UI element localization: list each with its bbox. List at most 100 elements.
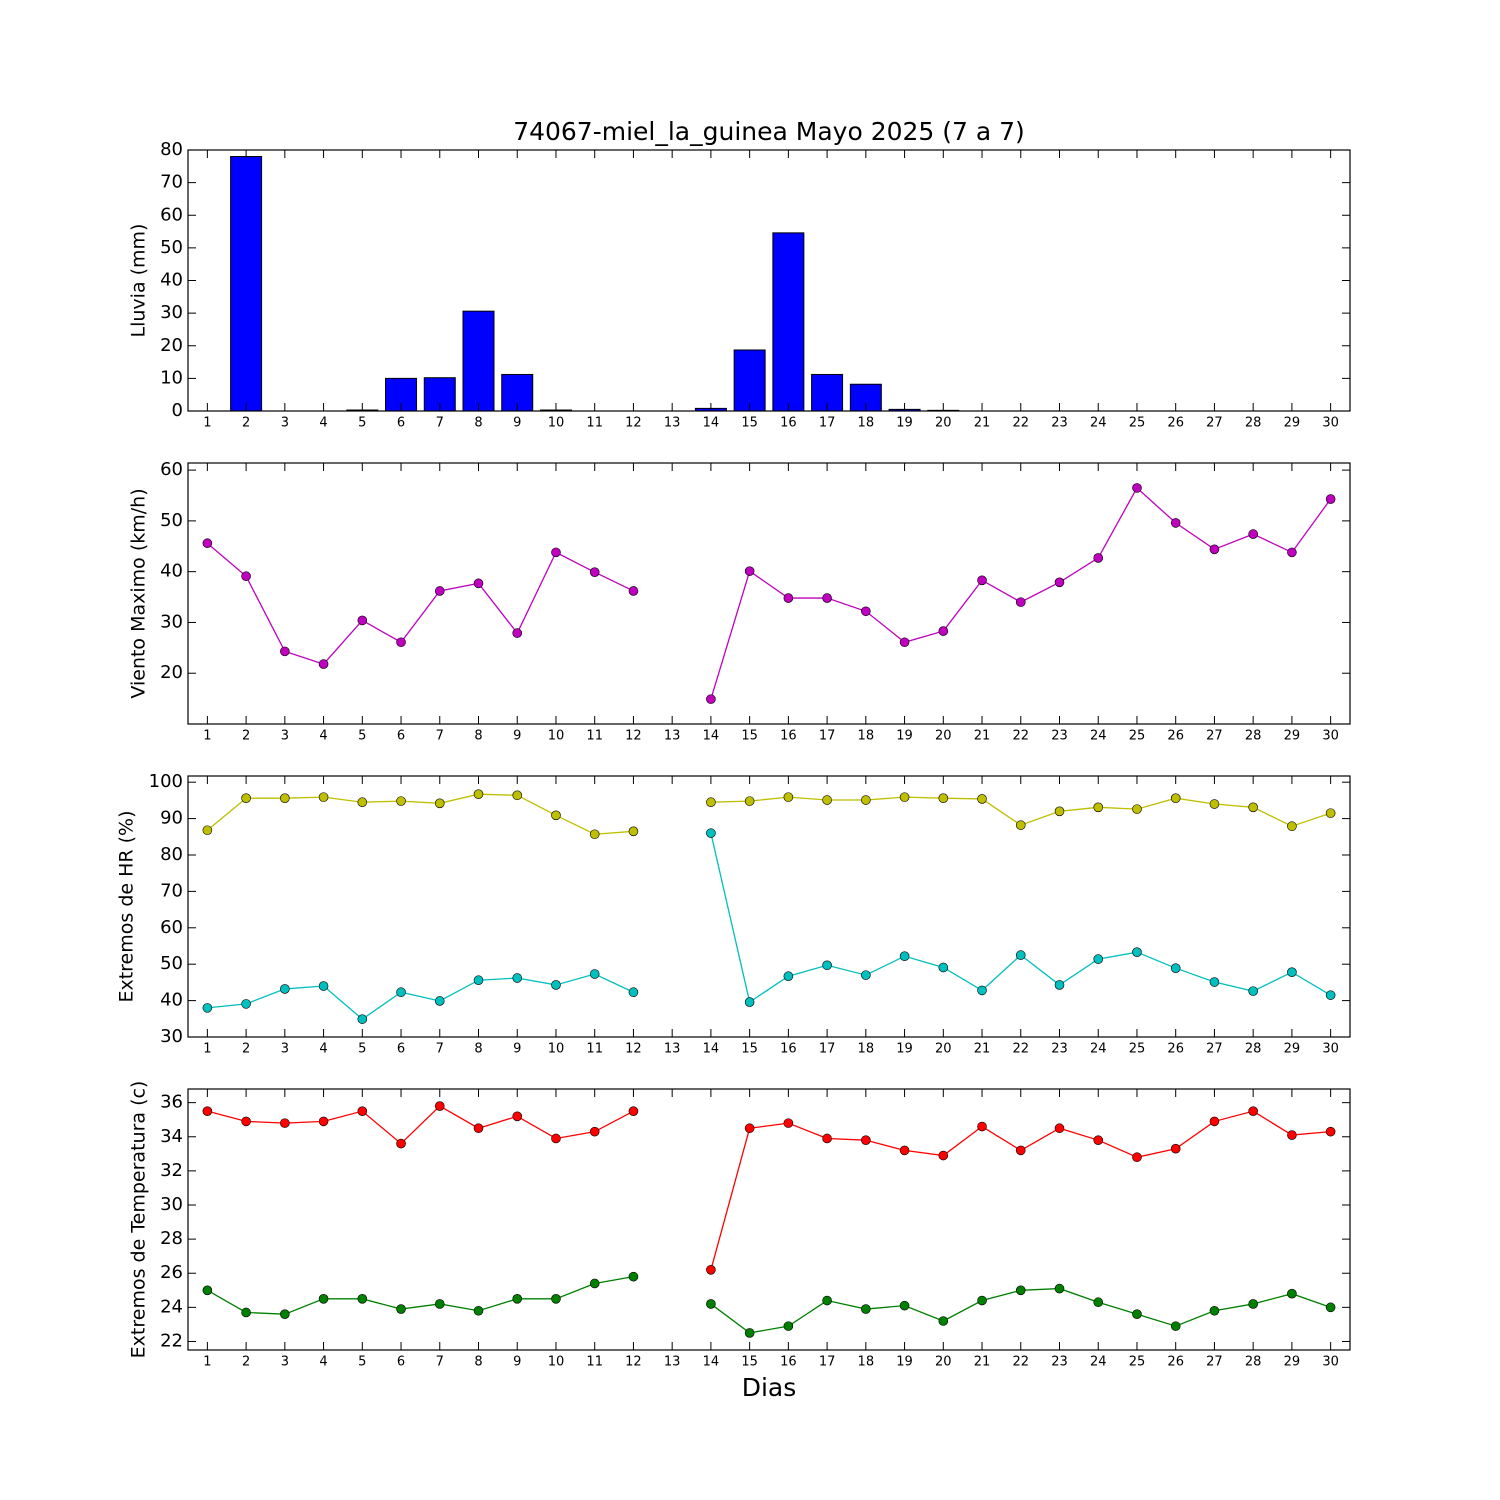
data-point	[551, 547, 561, 558]
data-point	[1015, 820, 1026, 830]
x-tick-label: 20	[935, 416, 952, 431]
data-point	[512, 973, 523, 983]
x-tick-label: 20	[935, 1042, 952, 1057]
y-tick-label: 24	[160, 1296, 183, 1317]
x-tick-label: 10	[548, 416, 565, 431]
bar	[385, 377, 418, 412]
x-tick-label: 26	[1167, 1355, 1184, 1370]
x-tick-label: 11	[586, 1042, 603, 1057]
data-point	[396, 796, 406, 806]
data-point	[473, 1123, 484, 1134]
data-point	[357, 615, 368, 626]
data-point	[512, 790, 523, 801]
data-point	[1287, 1130, 1297, 1140]
data-point	[1093, 1297, 1104, 1308]
data-point	[899, 1300, 910, 1311]
data-point	[938, 793, 949, 804]
data-point	[977, 794, 987, 804]
x-tick-label: 3	[281, 1042, 289, 1057]
data-point	[628, 987, 639, 998]
data-point	[628, 1106, 639, 1116]
x-tick-label: 27	[1206, 729, 1223, 744]
data-point	[1209, 977, 1220, 987]
data-point	[241, 571, 251, 582]
data-point	[1325, 990, 1336, 1000]
data-point	[1054, 806, 1065, 817]
x-tick-label: 16	[780, 1042, 797, 1057]
x-tick-label: 30	[1322, 1042, 1339, 1057]
y-tick-label: 60	[160, 459, 183, 480]
x-tick-label: 8	[474, 416, 482, 431]
x-tick-label: 18	[858, 1042, 875, 1057]
data-point	[628, 1271, 639, 1282]
x-tick-label: 23	[1051, 416, 1068, 431]
x-tick-label: 24	[1090, 1355, 1107, 1370]
x-tick-label: 28	[1245, 729, 1262, 744]
x-tick-label: 21	[974, 729, 991, 744]
x-tick-label: 23	[1051, 1355, 1068, 1370]
chart-title: 74067-miel_la_guinea Mayo 2025 (7 a 7)	[513, 117, 1025, 146]
data-point	[1325, 494, 1336, 504]
x-tick-label: 18	[858, 1355, 875, 1370]
x-tick-label: 9	[513, 416, 521, 431]
y-tick-label: 28	[160, 1228, 183, 1249]
data-point	[1287, 547, 1297, 558]
x-tick-label: 21	[974, 416, 991, 431]
x-tick-label: 28	[1245, 1042, 1262, 1057]
y-tick-label: 26	[160, 1262, 183, 1283]
data-point	[202, 1003, 213, 1013]
data-point	[1054, 1123, 1065, 1134]
y-tick-label: 20	[160, 335, 183, 356]
y-tick-label: 30	[160, 1026, 183, 1047]
x-tick-label: 29	[1284, 416, 1301, 431]
x-tick-label: 2	[242, 729, 250, 744]
x-tick-label: 26	[1167, 729, 1184, 744]
x-tick-label: 22	[1012, 729, 1029, 744]
data-point	[938, 626, 949, 636]
data-point	[589, 1278, 600, 1289]
x-tick-label: 16	[780, 416, 797, 431]
data-point	[1132, 483, 1142, 493]
data-point	[1054, 577, 1065, 588]
data-point	[551, 810, 561, 821]
data-point	[822, 795, 832, 805]
data-point	[822, 1295, 832, 1306]
data-point	[977, 1121, 987, 1132]
x-tick-label: 9	[513, 1355, 521, 1370]
data-point	[241, 999, 251, 1009]
data-point	[1248, 1106, 1258, 1116]
x-tick-label: 19	[896, 416, 913, 431]
data-point	[1325, 1302, 1336, 1313]
data-point	[1248, 802, 1258, 813]
axes-frame	[187, 775, 1351, 1038]
x-tick-label: 14	[703, 729, 720, 744]
y-tick-label: 40	[160, 561, 183, 582]
x-tick-label: 4	[319, 729, 327, 744]
x-tick-label: 2	[242, 1355, 250, 1370]
x-tick-label: 1	[203, 1355, 211, 1370]
y-tick-label: 70	[160, 172, 183, 193]
x-tick-label: 27	[1206, 1042, 1223, 1057]
data-point	[1132, 804, 1142, 814]
data-point	[434, 798, 445, 809]
x-tick-label: 27	[1206, 1355, 1223, 1370]
data-point	[861, 795, 871, 805]
data-point	[899, 1145, 910, 1156]
x-tick-label: 3	[281, 1355, 289, 1370]
data-point	[1170, 518, 1181, 528]
data-point	[589, 969, 600, 979]
data-point	[706, 797, 716, 808]
x-tick-label: 30	[1322, 416, 1339, 431]
x-tick-label: 26	[1167, 416, 1184, 431]
data-point	[1054, 1283, 1065, 1294]
y-tick-label: 60	[160, 917, 183, 938]
x-tick-label: 15	[741, 416, 758, 431]
x-tick-label: 18	[858, 416, 875, 431]
data-point	[551, 1294, 561, 1304]
data-point	[396, 637, 406, 648]
data-point	[512, 1111, 523, 1122]
data-point	[202, 825, 213, 836]
